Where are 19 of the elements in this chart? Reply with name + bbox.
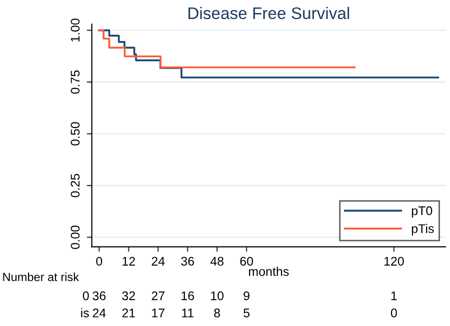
x-tick-label: 36: [181, 256, 194, 266]
y-tick-label: 1.00: [70, 18, 80, 42]
y-tick-label: 0.00: [70, 226, 80, 249]
x-axis-title: months: [248, 266, 289, 276]
x-tick-label: 120: [384, 256, 404, 266]
legend-label: pT0: [412, 206, 432, 218]
x-tick-label: 48: [210, 256, 224, 266]
chart-title: Disease Free Survival: [188, 6, 350, 20]
text: is 24 21 17 11 8 5 0: [81, 308, 397, 318]
y-tick-label: 0.75: [70, 70, 80, 94]
text: 0 36 32 27 16 10 9 1: [82, 291, 397, 300]
x-tick-label: 0: [96, 256, 102, 266]
x-tick-label: 60: [240, 256, 254, 266]
legend-label: pTis: [412, 224, 434, 236]
y-tick-label: 0.25: [70, 174, 80, 198]
x-tick-label: 12: [122, 256, 135, 266]
text: Number at risk: [3, 272, 80, 282]
x-tick-label: 24: [152, 256, 165, 266]
y-tick-label: 0.50: [70, 122, 80, 146]
